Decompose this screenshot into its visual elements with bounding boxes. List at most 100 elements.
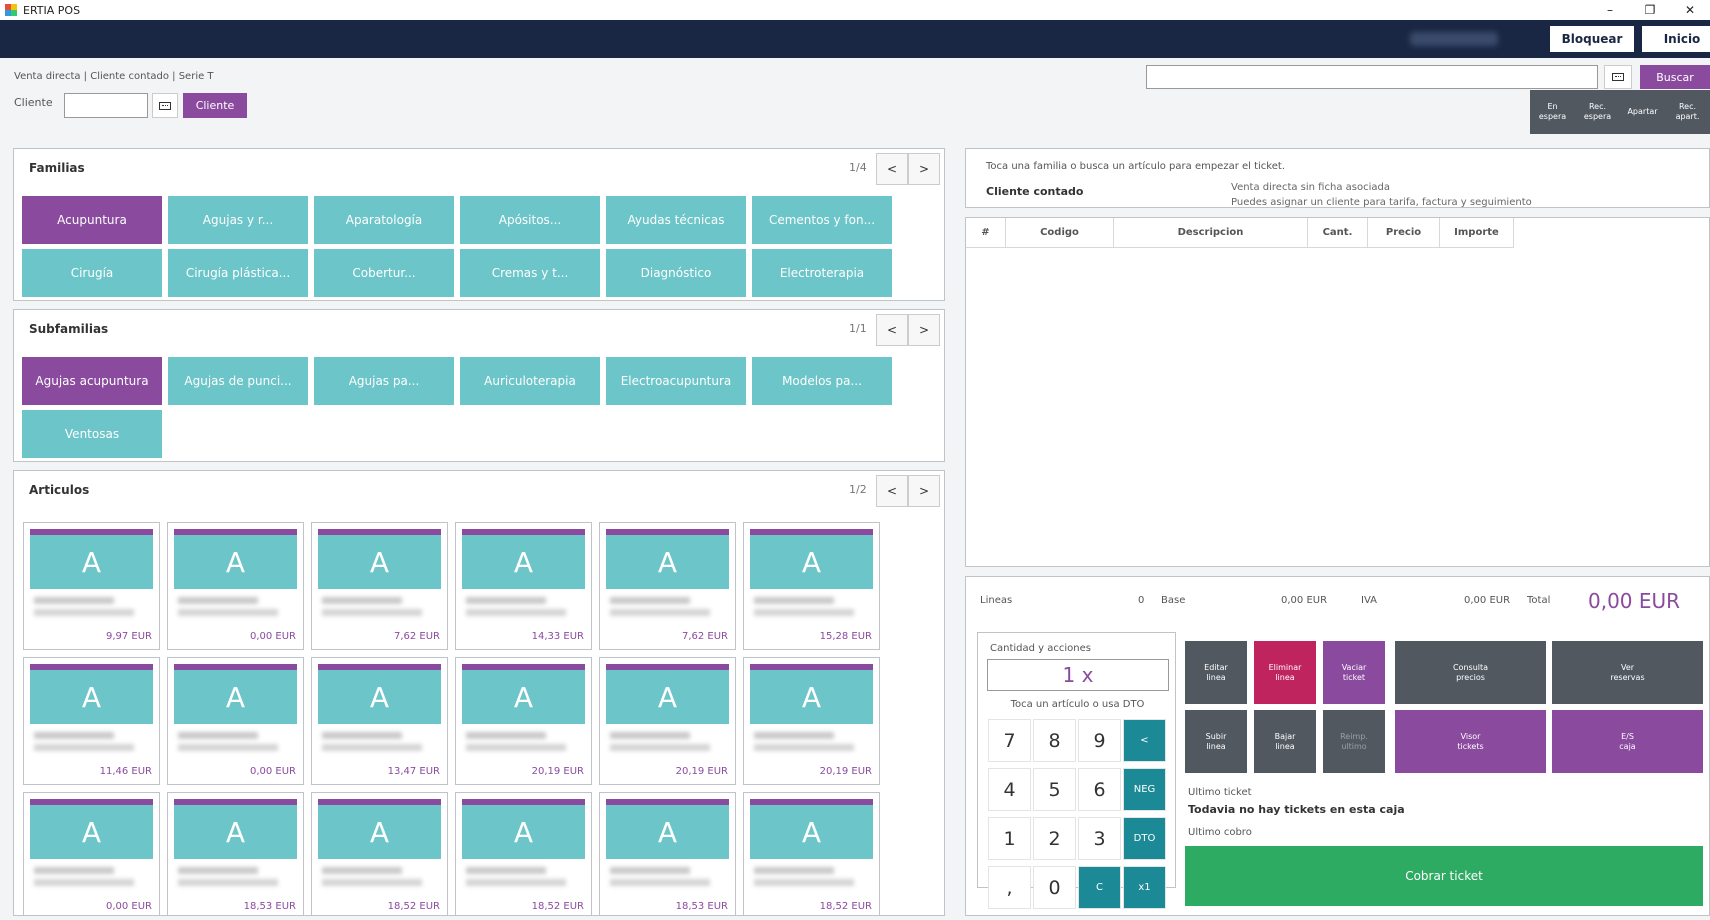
consulta-precios-button[interactable]: Consulta precios: [1395, 641, 1546, 704]
keypad-0-button[interactable]: 0: [1033, 866, 1076, 909]
articulos-prev-button[interactable]: <: [876, 475, 908, 507]
familia-tile-aparatologia[interactable]: Aparatología: [314, 196, 454, 244]
article-card[interactable]: A 14,33 EUR: [455, 522, 592, 650]
apartar-button[interactable]: Apartar: [1627, 107, 1658, 116]
column-header-codigo[interactable]: Codigo: [1006, 218, 1114, 248]
familia-tile-cirugia-plastica[interactable]: Cirugía plástica...: [168, 249, 308, 297]
keypad-7-button[interactable]: 7: [988, 719, 1031, 762]
visor-tickets-button[interactable]: Visor tickets: [1395, 710, 1546, 773]
column-header-importe[interactable]: Importe: [1440, 218, 1514, 248]
subfamilia-tile-electroacupuntura[interactable]: Electroacupuntura: [606, 357, 746, 405]
column-header-number[interactable]: #: [966, 218, 1006, 248]
en-espera-button[interactable]: En espera: [1538, 102, 1567, 121]
subfamilia-tile-agujas-pa[interactable]: Agujas pa...: [314, 357, 454, 405]
rec-espera-button[interactable]: Rec. espera: [1583, 102, 1612, 121]
subfamilia-tile-agujas-de-punci[interactable]: Agujas de punci...: [168, 357, 308, 405]
keypad-comma-button[interactable]: ,: [988, 866, 1031, 909]
bloquear-button[interactable]: Bloquear: [1550, 26, 1634, 52]
article-card[interactable]: A 9,97 EUR: [23, 522, 160, 650]
article-card[interactable]: A 18,53 EUR: [599, 792, 736, 915]
article-card[interactable]: A 18,52 EUR: [743, 792, 880, 915]
column-header-precio[interactable]: Precio: [1368, 218, 1440, 248]
keypad-8-button[interactable]: 8: [1033, 719, 1076, 762]
article-price: 7,62 EUR: [393, 631, 440, 642]
keypad-neg-button[interactable]: NEG: [1123, 768, 1166, 811]
keypad-6-button[interactable]: 6: [1078, 768, 1121, 811]
subfamilias-prev-button[interactable]: <: [876, 314, 908, 346]
vaciar-ticket-button[interactable]: Vaciar ticket: [1323, 641, 1385, 704]
familia-tile-acupuntura[interactable]: Acupuntura: [22, 196, 162, 244]
bajar-linea-button[interactable]: Bajar linea: [1254, 710, 1316, 773]
keypad-clear-button[interactable]: C: [1078, 866, 1121, 909]
subfamilias-next-button[interactable]: >: [908, 314, 940, 346]
keypad-1-button[interactable]: 1: [988, 817, 1031, 860]
familia-tile-electroterapia[interactable]: Electroterapia: [752, 249, 892, 297]
cliente-button[interactable]: Cliente: [183, 93, 247, 118]
articulos-next-button[interactable]: >: [908, 475, 940, 507]
familias-next-button[interactable]: >: [908, 153, 940, 185]
keypad-backspace-button[interactable]: <: [1123, 719, 1166, 762]
cliente-input[interactable]: [64, 93, 148, 118]
article-card[interactable]: A 20,19 EUR: [743, 657, 880, 785]
familia-tile-cobertur[interactable]: Cobertur...: [314, 249, 454, 297]
editar-linea-button[interactable]: Editar linea: [1185, 641, 1247, 704]
familia-tile-diagnostico[interactable]: Diagnóstico: [606, 249, 746, 297]
keypad-2-button[interactable]: 2: [1033, 817, 1076, 860]
article-card[interactable]: A 7,62 EUR: [599, 522, 736, 650]
ver-reservas-button[interactable]: Ver reservas: [1552, 641, 1703, 704]
cliente-keyboard-button[interactable]: [152, 93, 178, 118]
familia-tile-cementos-y-fon[interactable]: Cementos y fon...: [752, 196, 892, 244]
column-header-cant[interactable]: Cant.: [1308, 218, 1368, 248]
es-caja-button[interactable]: E/S caja: [1552, 710, 1703, 773]
ticket-hold-actions: En espera Rec. espera Apartar Rec. apart.: [1530, 90, 1710, 134]
familia-tile-agujas-y-r[interactable]: Agujas y r...: [168, 196, 308, 244]
keypad-4-button[interactable]: 4: [988, 768, 1031, 811]
keypad-3-button[interactable]: 3: [1078, 817, 1121, 860]
rec-apart-button[interactable]: Rec. apart.: [1675, 102, 1700, 121]
subir-linea-button[interactable]: Subir linea: [1185, 710, 1247, 773]
article-card[interactable]: A 0,00 EUR: [23, 792, 160, 915]
article-desc-blurred: [178, 609, 278, 616]
article-card[interactable]: A 18,52 EUR: [455, 792, 592, 915]
subfamilia-tile-modelos-pa[interactable]: Modelos pa...: [752, 357, 892, 405]
subfamilia-tile-ventosas[interactable]: Ventosas: [22, 410, 162, 458]
familias-prev-button[interactable]: <: [876, 153, 908, 185]
article-card[interactable]: A 18,52 EUR: [311, 792, 448, 915]
subfamilia-tile-agujas-acupuntura[interactable]: Agujas acupuntura: [22, 357, 162, 405]
cobrar-ticket-button[interactable]: Cobrar ticket: [1185, 846, 1703, 906]
article-card[interactable]: A 7,62 EUR: [311, 522, 448, 650]
familia-tile-apositos[interactable]: Apósitos...: [460, 196, 600, 244]
search-keyboard-button[interactable]: [1604, 65, 1632, 89]
article-card[interactable]: A 0,00 EUR: [167, 657, 304, 785]
familia-tile-ayudas-tecnicas[interactable]: Ayudas técnicas: [606, 196, 746, 244]
article-card[interactable]: A 20,19 EUR: [599, 657, 736, 785]
article-card[interactable]: A 20,19 EUR: [455, 657, 592, 785]
keypad-dto-button[interactable]: DTO: [1123, 817, 1166, 860]
article-image-placeholder: A: [750, 799, 873, 859]
article-image-placeholder: A: [30, 799, 153, 859]
keypad-9-button[interactable]: 9: [1078, 719, 1121, 762]
top-navbar: Bloquear Inicio: [0, 20, 1710, 58]
buscar-button[interactable]: Buscar: [1640, 65, 1710, 89]
article-card[interactable]: A 13,47 EUR: [311, 657, 448, 785]
eliminar-linea-button[interactable]: Eliminar linea: [1254, 641, 1316, 704]
familia-tile-cirugia[interactable]: Cirugía: [22, 249, 162, 297]
article-card[interactable]: A 0,00 EUR: [167, 522, 304, 650]
minimize-icon[interactable]: –: [1607, 3, 1613, 17]
inicio-button[interactable]: Inicio: [1642, 26, 1710, 52]
keypad-x1-button[interactable]: x1: [1123, 866, 1166, 909]
column-header-descripcion[interactable]: Descripcion: [1114, 218, 1308, 248]
article-name-blurred: [322, 597, 402, 604]
article-desc-blurred: [610, 879, 710, 886]
article-card[interactable]: A 18,53 EUR: [167, 792, 304, 915]
article-image-placeholder: A: [318, 529, 441, 589]
subfamilia-tile-auriculoterapia[interactable]: Auriculoterapia: [460, 357, 600, 405]
article-card[interactable]: A 15,28 EUR: [743, 522, 880, 650]
familia-tile-cremas-y-t[interactable]: Cremas y t...: [460, 249, 600, 297]
article-card[interactable]: A 11,46 EUR: [23, 657, 160, 785]
reimp-ultimo-button[interactable]: Reimp. ultimo: [1323, 710, 1385, 773]
maximize-icon[interactable]: ❐: [1644, 3, 1656, 17]
search-input[interactable]: [1146, 65, 1598, 89]
close-icon[interactable]: ✕: [1684, 3, 1696, 17]
keypad-5-button[interactable]: 5: [1033, 768, 1076, 811]
